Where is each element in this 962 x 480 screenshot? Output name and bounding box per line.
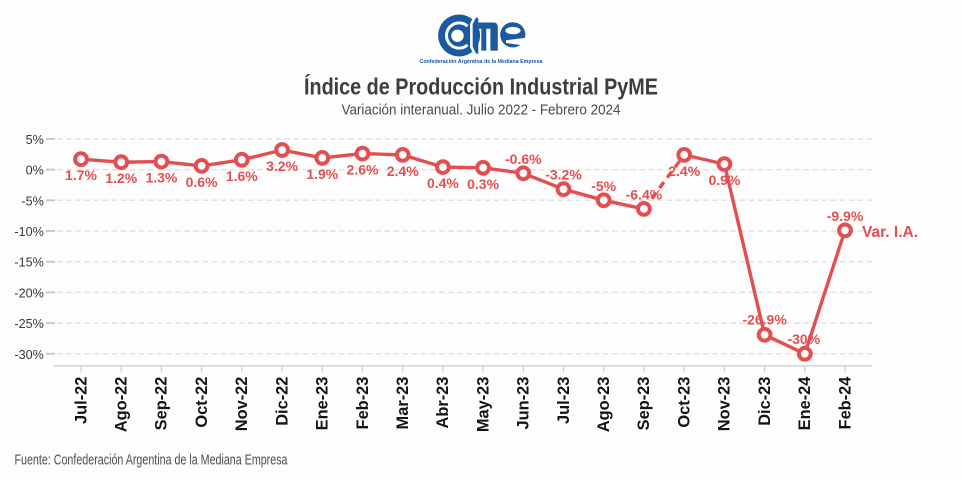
svg-text:1.6%: 1.6% [226,168,258,184]
svg-text:Índice de Producción Industria: Índice de Producción Industrial PyME [304,73,658,100]
svg-text:Jul-23: Jul-23 [555,377,573,424]
svg-text:May-23: May-23 [474,377,492,433]
svg-text:Mar-23: Mar-23 [394,377,412,430]
svg-text:-20%: -20% [14,286,43,300]
svg-text:Ago-22: Ago-22 [113,377,131,433]
svg-text:Variación interanual. Julio 20: Variación interanual. Julio 2022 - Febre… [342,103,621,119]
svg-text:2.4%: 2.4% [668,163,700,179]
svg-text:-5%: -5% [591,178,616,194]
svg-text:Var. I.A.: Var. I.A. [862,224,918,241]
svg-text:0.4%: 0.4% [427,175,459,191]
svg-text:0%: 0% [26,164,44,178]
svg-text:Abr-23: Abr-23 [434,377,452,429]
svg-text:Jul-22: Jul-22 [72,377,90,424]
svg-text:-30%: -30% [787,331,820,347]
svg-text:1.7%: 1.7% [65,167,97,183]
svg-text:0.9%: 0.9% [708,172,740,188]
svg-text:-0.6%: -0.6% [505,151,542,167]
svg-text:-26.9%: -26.9% [742,311,787,327]
svg-text:Nov-22: Nov-22 [233,377,251,432]
svg-text:5%: 5% [26,133,44,147]
svg-text:Jun-23: Jun-23 [515,377,533,430]
svg-text:0.6%: 0.6% [186,174,218,190]
svg-text:Oct-22: Oct-22 [193,377,211,428]
svg-text:Dic-22: Dic-22 [273,377,291,426]
svg-text:Sep-23: Sep-23 [635,377,653,431]
svg-text:Dic-23: Dic-23 [756,377,774,426]
svg-text:1.9%: 1.9% [306,166,338,182]
svg-text:-10%: -10% [14,225,43,239]
svg-text:0.3%: 0.3% [467,176,499,192]
svg-text:-25%: -25% [14,317,43,331]
svg-text:3.2%: 3.2% [266,158,298,174]
svg-text:Oct-23: Oct-23 [676,377,694,428]
svg-text:Feb-24: Feb-24 [836,376,854,430]
svg-text:Ago-23: Ago-23 [595,377,613,433]
svg-text:Ene-24: Ene-24 [796,376,814,431]
svg-text:Nov-23: Nov-23 [716,377,734,432]
svg-text:-9.9%: -9.9% [827,208,864,224]
svg-text:-6.4%: -6.4% [626,186,663,202]
svg-text:1.3%: 1.3% [145,170,177,186]
svg-text:2.6%: 2.6% [347,162,379,178]
svg-text:Confederación Argentina de la: Confederación Argentina de la Mediana Em… [420,59,544,65]
svg-text:-5%: -5% [21,194,43,208]
svg-text:-30%: -30% [14,348,43,362]
svg-text:-15%: -15% [14,256,43,270]
svg-text:-3.2%: -3.2% [545,167,582,183]
svg-text:Ene-23: Ene-23 [314,377,332,431]
svg-text:Feb-23: Feb-23 [354,377,372,430]
svg-text:1.2%: 1.2% [105,170,137,186]
svg-text:2.4%: 2.4% [387,163,419,179]
svg-text:Sep-22: Sep-22 [153,377,171,431]
svg-text:Fuente: Confederación Argentin: Fuente: Confederación Argentina de la Me… [15,452,288,469]
